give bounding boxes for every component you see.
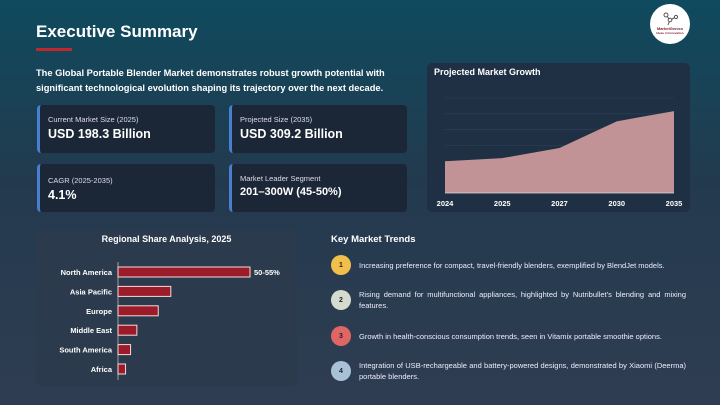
category-label: Africa — [91, 365, 113, 374]
network-icon — [663, 12, 679, 26]
x-tick-label: 2030 — [608, 199, 625, 208]
category-label: Middle East — [70, 326, 112, 335]
trend-text: Growth in health-conscious consumption t… — [359, 331, 662, 341]
bar — [117, 305, 159, 317]
growth-chart-panel: 2024 2025 2027 2030 2035 Projected Market Gr… — [427, 63, 690, 212]
card-label: Market Leader Segment — [240, 174, 321, 183]
trend-text: Rising demand for multifunctional applia… — [359, 290, 686, 310]
card-value: 4.1% — [48, 188, 77, 202]
trend-item: 4 Integration of USB-rechargeable and bat… — [331, 360, 686, 382]
trend-item: 2 Rising demand for multifunctional appli… — [331, 289, 686, 311]
x-tick-label: 2035 — [666, 199, 683, 208]
card-label: Projected Size (2035) — [240, 115, 313, 124]
bar — [117, 363, 127, 375]
intro-text: The Global Portable Blender Market demon… — [36, 68, 385, 93]
page-title: Executive Summary — [36, 22, 198, 41]
bar — [117, 266, 251, 278]
regional-chart-panel: North America 50-55% Asia Pacific Europe Mid… — [36, 230, 297, 386]
current-size-card: Current Market Size (2025) USD 198.3 Bil… — [37, 105, 215, 153]
card-label: CAGR (2025-2035) — [48, 176, 113, 185]
data-label: 50-55% — [254, 268, 280, 277]
category-label: Europe — [86, 307, 112, 316]
logo-text: MarketGenics — [656, 26, 684, 31]
area-series — [445, 111, 674, 193]
regional-bar-chart: North America 50-55% Asia Pacific Europe Mid… — [59, 262, 280, 380]
projected-size-card: Projected Size (2035) USD 309.2 Billion — [229, 105, 407, 153]
number-badge: 2 — [331, 290, 351, 310]
card-value: USD 198.3 Billion — [48, 127, 151, 141]
chart-title: Projected Market Growth — [434, 67, 541, 77]
card-value: USD 309.2 Billion — [240, 127, 343, 141]
x-tick-label: 2024 — [437, 199, 455, 208]
trend-text: Integration of USB-rechargeable and batt… — [359, 361, 686, 381]
trends-title: Key Market Trends — [331, 234, 416, 245]
trend-text: Increasing preference for compact, trave… — [359, 260, 665, 270]
bar — [117, 285, 172, 297]
leader-segment-card: Market Leader Segment 201–300W (45-50%) — [229, 164, 407, 212]
trend-item: 3 Growth in health-conscious consumption … — [331, 326, 686, 346]
x-tick-label: 2025 — [494, 199, 511, 208]
growth-area-chart: 2024 2025 2027 2030 2035 — [437, 97, 683, 208]
card-label: Current Market Size (2025) — [48, 115, 139, 124]
bar — [117, 344, 132, 356]
number-badge: 3 — [331, 326, 351, 346]
number-badge: 1 — [331, 255, 351, 275]
cagr-card: CAGR (2025-2035) 4.1% — [37, 164, 215, 212]
trend-item: 1 Increasing preference for compact, trav… — [331, 255, 686, 275]
title-underline — [36, 48, 72, 51]
chart-title: Regional Share Analysis, 2025 — [101, 234, 232, 244]
category-label: South America — [59, 346, 112, 355]
x-tick-label: 2027 — [551, 199, 568, 208]
category-label: North America — [61, 268, 113, 277]
number-badge: 4 — [331, 361, 351, 381]
logo-tagline: Ideas in Innovation — [656, 31, 684, 35]
card-value: 201–300W (45-50%) — [240, 186, 342, 198]
category-label: Asia Pacific — [70, 287, 112, 296]
bar — [117, 324, 138, 336]
company-logo: MarketGenics Ideas in Innovation — [650, 4, 690, 44]
